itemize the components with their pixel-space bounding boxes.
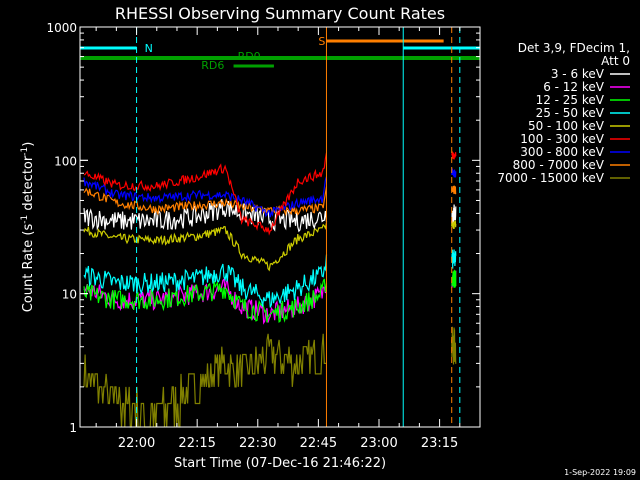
y-axis-label-part: Count Rate (s (21, 224, 36, 313)
y-tick-label: 1 (69, 421, 77, 435)
y-axis-label-part: ) (21, 142, 36, 147)
x-axis: 22:00 22:15 22:30 22:45 23:00 23:15 (95, 27, 481, 451)
x-tick-label: 22:30 (239, 436, 276, 451)
footer-date: 1-Sep-2022 19:09 (564, 468, 636, 477)
flags-layer: N S RD0 RD6 (80, 35, 480, 72)
plot-frame (79, 26, 481, 428)
series-line (451, 204, 457, 224)
chart-title: RHESSI Observing Summary Count Rates (115, 4, 445, 23)
x-tick-label: 22:00 (118, 436, 155, 451)
series-line (451, 269, 457, 288)
legend-label: 50 - 100 keV (528, 119, 605, 133)
legend-label: 800 - 7000 keV (513, 158, 605, 172)
series-line (451, 249, 457, 269)
y-axis-label-part: detector (21, 155, 36, 215)
x-tick-label: 23:15 (421, 436, 458, 451)
x-tick-label: 22:45 (300, 436, 337, 451)
flag-label-n: N (145, 42, 153, 55)
legend-label: 12 - 25 keV (536, 93, 605, 107)
legend-label: 25 - 50 keV (536, 106, 605, 120)
x-tick-label: 23:00 (360, 436, 397, 451)
series-line (83, 152, 328, 236)
x-axis-label: Start Time (07-Dec-16 21:46:22) (174, 456, 386, 471)
y-axis: 1 10 100 1000 (46, 21, 480, 435)
series-line (83, 186, 328, 217)
legend-header-line: Det 3,9, FDecim 1, (518, 41, 630, 55)
legend-label: 6 - 12 keV (543, 80, 605, 94)
flag-label-rd6: RD6 (201, 59, 224, 72)
series-line (83, 278, 328, 324)
series-line (451, 166, 457, 178)
series-line (83, 254, 328, 308)
flag-label-rd0: RD0 (238, 50, 261, 63)
y-tick-label: 10 (62, 288, 77, 302)
x-tick-label: 22:15 (178, 436, 215, 451)
legend-label: 100 - 300 keV (520, 132, 604, 146)
y-axis-label: Count Rate (s-1 detector-1) (20, 142, 36, 313)
y-tick-label: 1000 (46, 21, 77, 35)
series-line (83, 333, 327, 428)
series-line (83, 222, 328, 272)
flag-label-s: S (318, 35, 325, 48)
series-line (451, 185, 457, 195)
legend-label: 3 - 6 keV (551, 67, 605, 81)
y-axis-label-sup: -1 (20, 215, 30, 224)
legend-label: 7000 - 15000 keV (497, 171, 604, 185)
series-line (83, 199, 328, 233)
legend-label: 300 - 800 keV (520, 145, 604, 159)
data-traces (83, 151, 457, 428)
series-line (451, 151, 457, 160)
series-line (451, 326, 457, 365)
legend-header-line: Att 0 (601, 54, 630, 68)
y-axis-label-sup: -1 (20, 147, 30, 156)
y-tick-label: 100 (54, 154, 77, 168)
